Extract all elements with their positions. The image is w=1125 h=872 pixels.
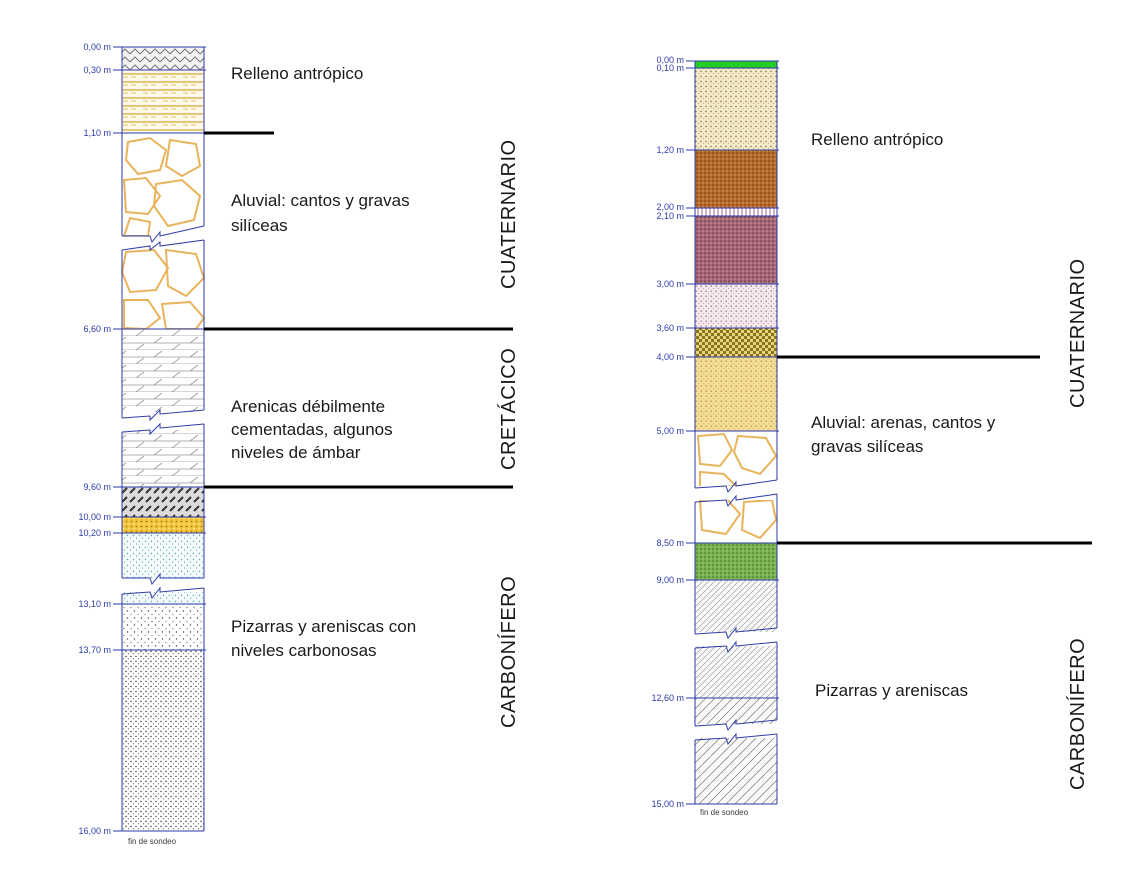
right-layer-fill <box>695 150 777 208</box>
right-layer-fill <box>695 216 777 284</box>
left-depth-label: 16,00 m <box>78 826 111 836</box>
right-period-label: CARBONÍFERO <box>1066 638 1089 790</box>
left-depth-label: 10,20 m <box>78 528 111 538</box>
right-description: gravas silíceas <box>811 437 923 456</box>
right-layer-fill <box>695 698 777 804</box>
right-layer-fill <box>695 208 777 216</box>
left-depth-label: 10,00 m <box>78 512 111 522</box>
right-description: Aluvial: arenas, cantos y <box>811 413 996 432</box>
left-layer-fill <box>122 604 204 650</box>
left-description: Relleno antrópico <box>231 64 363 83</box>
right-layer-fill <box>695 68 777 150</box>
right-depth-label: 8,50 m <box>656 538 684 548</box>
left-description: Aluvial: cantos y gravas <box>231 191 410 210</box>
right-description: Relleno antrópico <box>811 130 943 149</box>
right-layer-fill <box>695 357 777 431</box>
right-period-label: CUATERNARIO <box>1067 258 1089 408</box>
left-depth-label: 9,60 m <box>83 482 111 492</box>
left-borehole-log: 0,00 m 0,30 m 1,10 m 6,60 m 9,60 m 10,00… <box>78 42 520 846</box>
left-layer-fill <box>122 487 204 517</box>
right-layer-fill <box>695 328 777 357</box>
left-depth-label: 0,30 m <box>83 65 111 75</box>
left-description: silíceas <box>231 216 288 235</box>
right-depth-label: 5,00 m <box>656 426 684 436</box>
left-description: niveles de ámbar <box>231 443 361 462</box>
right-depth-label: 3,00 m <box>656 279 684 289</box>
right-depth-label: 12,60 m <box>651 693 684 703</box>
right-depth-label: 1,20 m <box>656 145 684 155</box>
left-layer-fill <box>122 650 204 831</box>
right-depth-label: 9,00 m <box>656 575 684 585</box>
left-layer-fill <box>122 517 204 533</box>
left-period-label: CARBONÍFERO <box>497 576 520 728</box>
left-layer-fill <box>122 70 204 133</box>
right-depth-label: 15,00 m <box>651 799 684 809</box>
right-layer-fill <box>695 543 777 580</box>
right-footer-label: fin de sondeo <box>700 808 749 817</box>
right-borehole-log: 0,00 m 0,10 m 1,20 m 2,00 m 2,10 m 3,00 … <box>651 55 1092 817</box>
right-depth-label: 2,10 m <box>656 211 684 221</box>
left-layer-fill <box>122 47 204 70</box>
left-column-break <box>120 578 206 592</box>
left-description: niveles carbonosas <box>231 641 377 660</box>
left-description: Pizarras y areniscas con <box>231 617 416 636</box>
left-description: Arenicas débilmente <box>231 397 385 416</box>
right-layer-fill <box>695 61 777 68</box>
right-depth-label: 4,00 m <box>656 352 684 362</box>
left-period-label: CRETÁCICO <box>497 348 520 470</box>
left-period-label: CUATERNARIO <box>498 139 520 289</box>
right-depth-label: 3,60 m <box>656 323 684 333</box>
right-description: Pizarras y areniscas <box>815 681 968 700</box>
left-description: cementadas, algunos <box>231 420 393 439</box>
left-footer-label: fin de sondeo <box>128 837 177 846</box>
right-layer-fill <box>695 284 777 328</box>
left-depth-label: 13,70 m <box>78 645 111 655</box>
left-depth-label: 1,10 m <box>83 128 111 138</box>
right-depth-label: 0,10 m <box>656 63 684 73</box>
left-depth-label: 13,10 m <box>78 599 111 609</box>
left-depth-label: 6,60 m <box>83 324 111 334</box>
left-layer-fill <box>122 329 204 487</box>
left-depth-label: 0,00 m <box>83 42 111 52</box>
